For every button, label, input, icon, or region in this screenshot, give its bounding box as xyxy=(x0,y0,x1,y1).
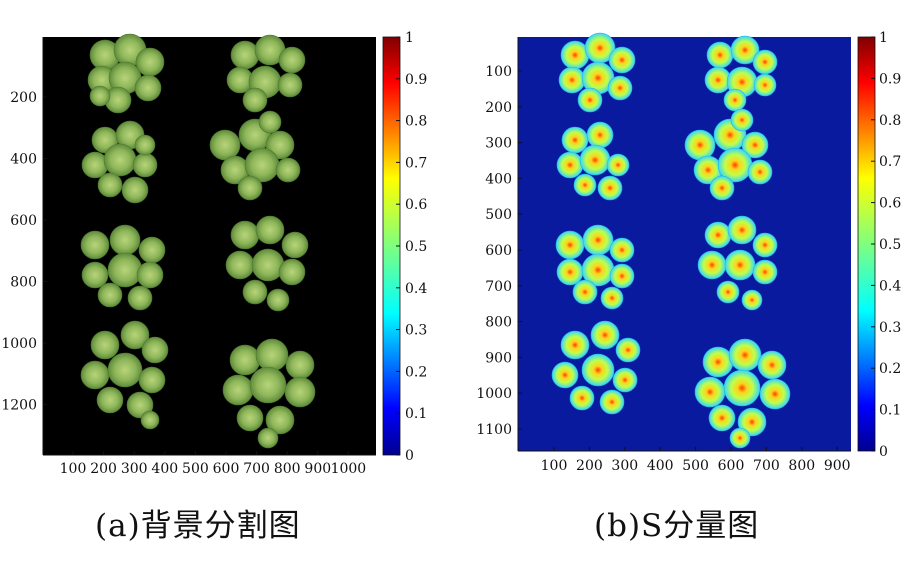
y-tick-label: 800 xyxy=(485,315,512,331)
colorbar-tick-label: 0.7 xyxy=(879,154,901,170)
y-tick-label: 800 xyxy=(10,275,37,291)
y-tick-label: 1200 xyxy=(1,398,37,414)
y-tick-label: 300 xyxy=(485,136,512,152)
colorbar-tick-label: 0.8 xyxy=(405,114,427,130)
y-tick-label: 900 xyxy=(485,350,512,366)
colorbar-tick-label: 0.1 xyxy=(405,406,427,422)
panel-b-x-tick-labels: 100 200 300 400 500 600 700 800 900 xyxy=(541,447,851,474)
x-tick-label: 600 xyxy=(718,458,745,474)
colorbar-tick-label: 0.3 xyxy=(405,323,427,339)
x-tick-label: 100 xyxy=(60,461,87,477)
colorbar-tick-label: 0.8 xyxy=(879,113,901,129)
x-tick-label: 400 xyxy=(647,458,674,474)
panel-b-colorbar-tick-labels: 1 0.9 0.8 0.7 0.6 0.5 0.4 0.3 0.2 0.1 0 xyxy=(871,30,901,460)
colorbar-tick-label: 0.6 xyxy=(405,197,427,213)
colorbar-tick-label: 0.4 xyxy=(405,281,427,297)
colorbar-tick-label: 1 xyxy=(405,30,414,46)
x-tick-label: 500 xyxy=(682,458,709,474)
x-tick-label: 400 xyxy=(151,461,178,477)
panel-b-caption: (b)S分量图 xyxy=(594,508,760,544)
y-tick-label: 500 xyxy=(485,207,512,223)
y-tick-label: 400 xyxy=(485,171,512,187)
x-tick-label: 800 xyxy=(274,461,301,477)
y-tick-label: 200 xyxy=(485,100,512,116)
x-tick-label: 800 xyxy=(788,458,815,474)
x-tick-label: 300 xyxy=(121,461,148,477)
y-tick-label: 1000 xyxy=(1,336,37,352)
x-tick-label: 100 xyxy=(541,458,568,474)
colorbar-tick-label: 0 xyxy=(879,444,888,460)
x-tick-label: 200 xyxy=(576,458,603,474)
colorbar-tick-label: 0.5 xyxy=(879,237,901,253)
y-tick-label: 1000 xyxy=(476,386,512,402)
x-tick-label: 200 xyxy=(90,461,117,477)
x-tick-label: 900 xyxy=(304,461,331,477)
plant-cluster-b xyxy=(551,32,791,449)
colorbar-tick-label: 0.2 xyxy=(405,364,427,380)
x-tick-label: 500 xyxy=(182,461,209,477)
colorbar-tick-label: 0.3 xyxy=(879,320,901,336)
y-tick-label: 600 xyxy=(485,243,512,259)
panel-a-x-tick-labels: 100 200 300 400 500 600 700 800 900 1000 xyxy=(60,451,367,477)
x-tick-label: 600 xyxy=(213,461,240,477)
colorbar-tick-label: 0.9 xyxy=(405,72,427,88)
colorbar-tick-label: 0.6 xyxy=(879,196,901,212)
colorbar-tick-label: 0.9 xyxy=(879,71,901,87)
plant-cluster-a xyxy=(80,33,316,449)
colorbar-tick-label: 0 xyxy=(405,448,414,464)
colorbar-tick-label: 1 xyxy=(879,30,888,46)
x-tick-label: 900 xyxy=(824,458,851,474)
y-tick-label: 1100 xyxy=(476,422,512,438)
x-tick-label: 700 xyxy=(753,458,780,474)
panel-a-caption: (a)背景分割图 xyxy=(95,508,301,544)
colorbar-tick-label: 0.1 xyxy=(879,403,901,419)
y-tick-label: 200 xyxy=(10,90,37,106)
x-tick-label: 1000 xyxy=(331,461,367,477)
panel-a-y-tick-labels: 200 400 600 800 1000 1200 xyxy=(1,90,47,414)
colorbar-tick-label: 0.7 xyxy=(405,155,427,171)
y-tick-label: 600 xyxy=(10,213,37,229)
y-tick-label: 400 xyxy=(10,152,37,168)
panel-a-colorbar-tick-labels: 1 0.9 0.8 0.7 0.6 0.5 0.4 0.3 0.2 0.1 0 xyxy=(396,30,427,464)
y-tick-label: 700 xyxy=(485,279,512,295)
colorbar-tick-label: 0.4 xyxy=(879,278,901,294)
x-tick-label: 300 xyxy=(611,458,638,474)
colorbar-tick-label: 0.2 xyxy=(879,361,901,377)
colorbar-tick-label: 0.5 xyxy=(405,239,427,255)
y-tick-label: 100 xyxy=(485,64,512,80)
panel-b-y-tick-labels: 100 200 300 400 500 600 700 800 900 1000 1100 xyxy=(476,64,522,438)
x-tick-label: 700 xyxy=(243,461,270,477)
